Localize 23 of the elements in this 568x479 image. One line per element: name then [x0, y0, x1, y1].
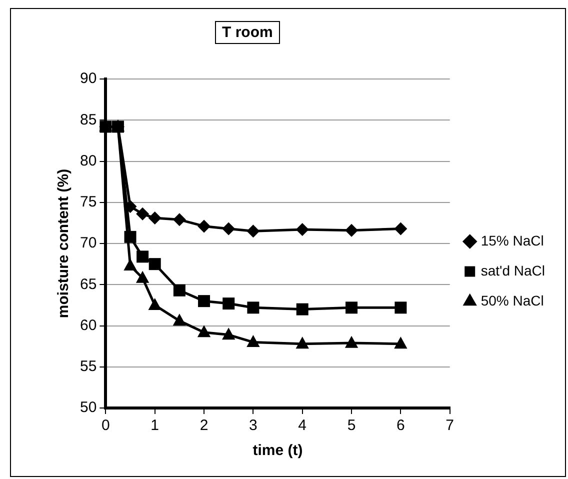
y-tick-label: 90	[80, 70, 97, 88]
x-axis-title: time (t)	[252, 442, 303, 460]
y-tick-label: 65	[80, 276, 97, 293]
x-tick-label: 5	[347, 417, 356, 434]
y-tick-label: 75	[80, 194, 97, 211]
y-tick-label: 60	[80, 316, 97, 334]
x-tick-label: 4	[298, 417, 307, 434]
y-tick-label: 55	[80, 358, 97, 376]
x-tick-label: 0	[102, 417, 110, 434]
legend-label: sat'd NaCl	[480, 262, 546, 278]
y-tick-label: 50	[80, 399, 97, 416]
y-tick-label: 70	[80, 234, 97, 252]
x-tick-label: 1	[150, 417, 160, 434]
chart-title: T room	[215, 21, 280, 44]
x-tick-label: 6	[396, 417, 405, 434]
legend-label: 50% NaCl	[480, 292, 544, 308]
y-tick-label: 85	[80, 111, 97, 128]
legend-label: 15% NaCl	[480, 232, 544, 248]
x-tick-label: 7	[446, 417, 454, 434]
x-tick-label: 2	[200, 417, 208, 434]
y-axis-title: moisture content (%)	[55, 168, 72, 318]
x-tick-label: 3	[249, 417, 258, 434]
y-tick-label: 80	[80, 152, 97, 170]
